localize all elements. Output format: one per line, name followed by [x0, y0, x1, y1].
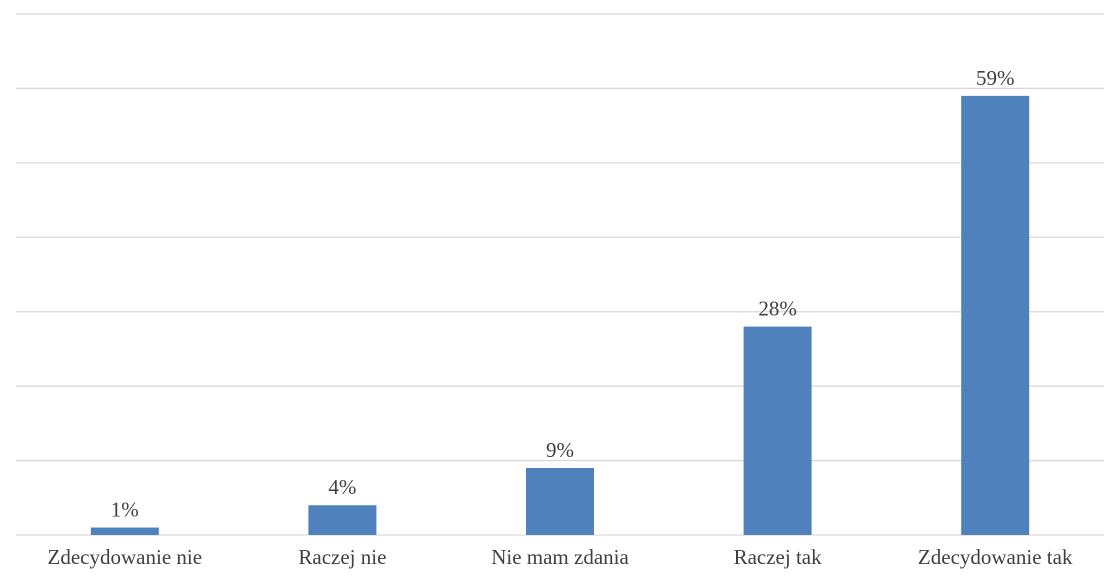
- bars: [90, 95, 1030, 535]
- data-label: 9%: [546, 438, 574, 462]
- category-label: Zdecydowanie nie: [48, 545, 203, 569]
- bar: [743, 326, 812, 535]
- category-label: Zdecydowanie tak: [918, 545, 1073, 569]
- category-label: Raczej tak: [734, 545, 823, 569]
- category-labels: Zdecydowanie nie Raczej nie Nie mam zdania…: [48, 545, 1073, 569]
- data-label: 59%: [976, 66, 1015, 90]
- gridlines: [16, 13, 1104, 536]
- data-labels: 1% 4% 9% 28% 59%: [111, 66, 1015, 522]
- bar: [961, 95, 1030, 535]
- bar: [308, 505, 377, 535]
- bar: [90, 527, 159, 535]
- category-label: Nie mam zdania: [491, 545, 629, 569]
- data-label: 28%: [758, 297, 797, 321]
- data-label: 4%: [328, 475, 356, 499]
- category-label: Raczej nie: [298, 545, 386, 569]
- bar: [526, 468, 594, 535]
- data-label: 1%: [111, 498, 139, 522]
